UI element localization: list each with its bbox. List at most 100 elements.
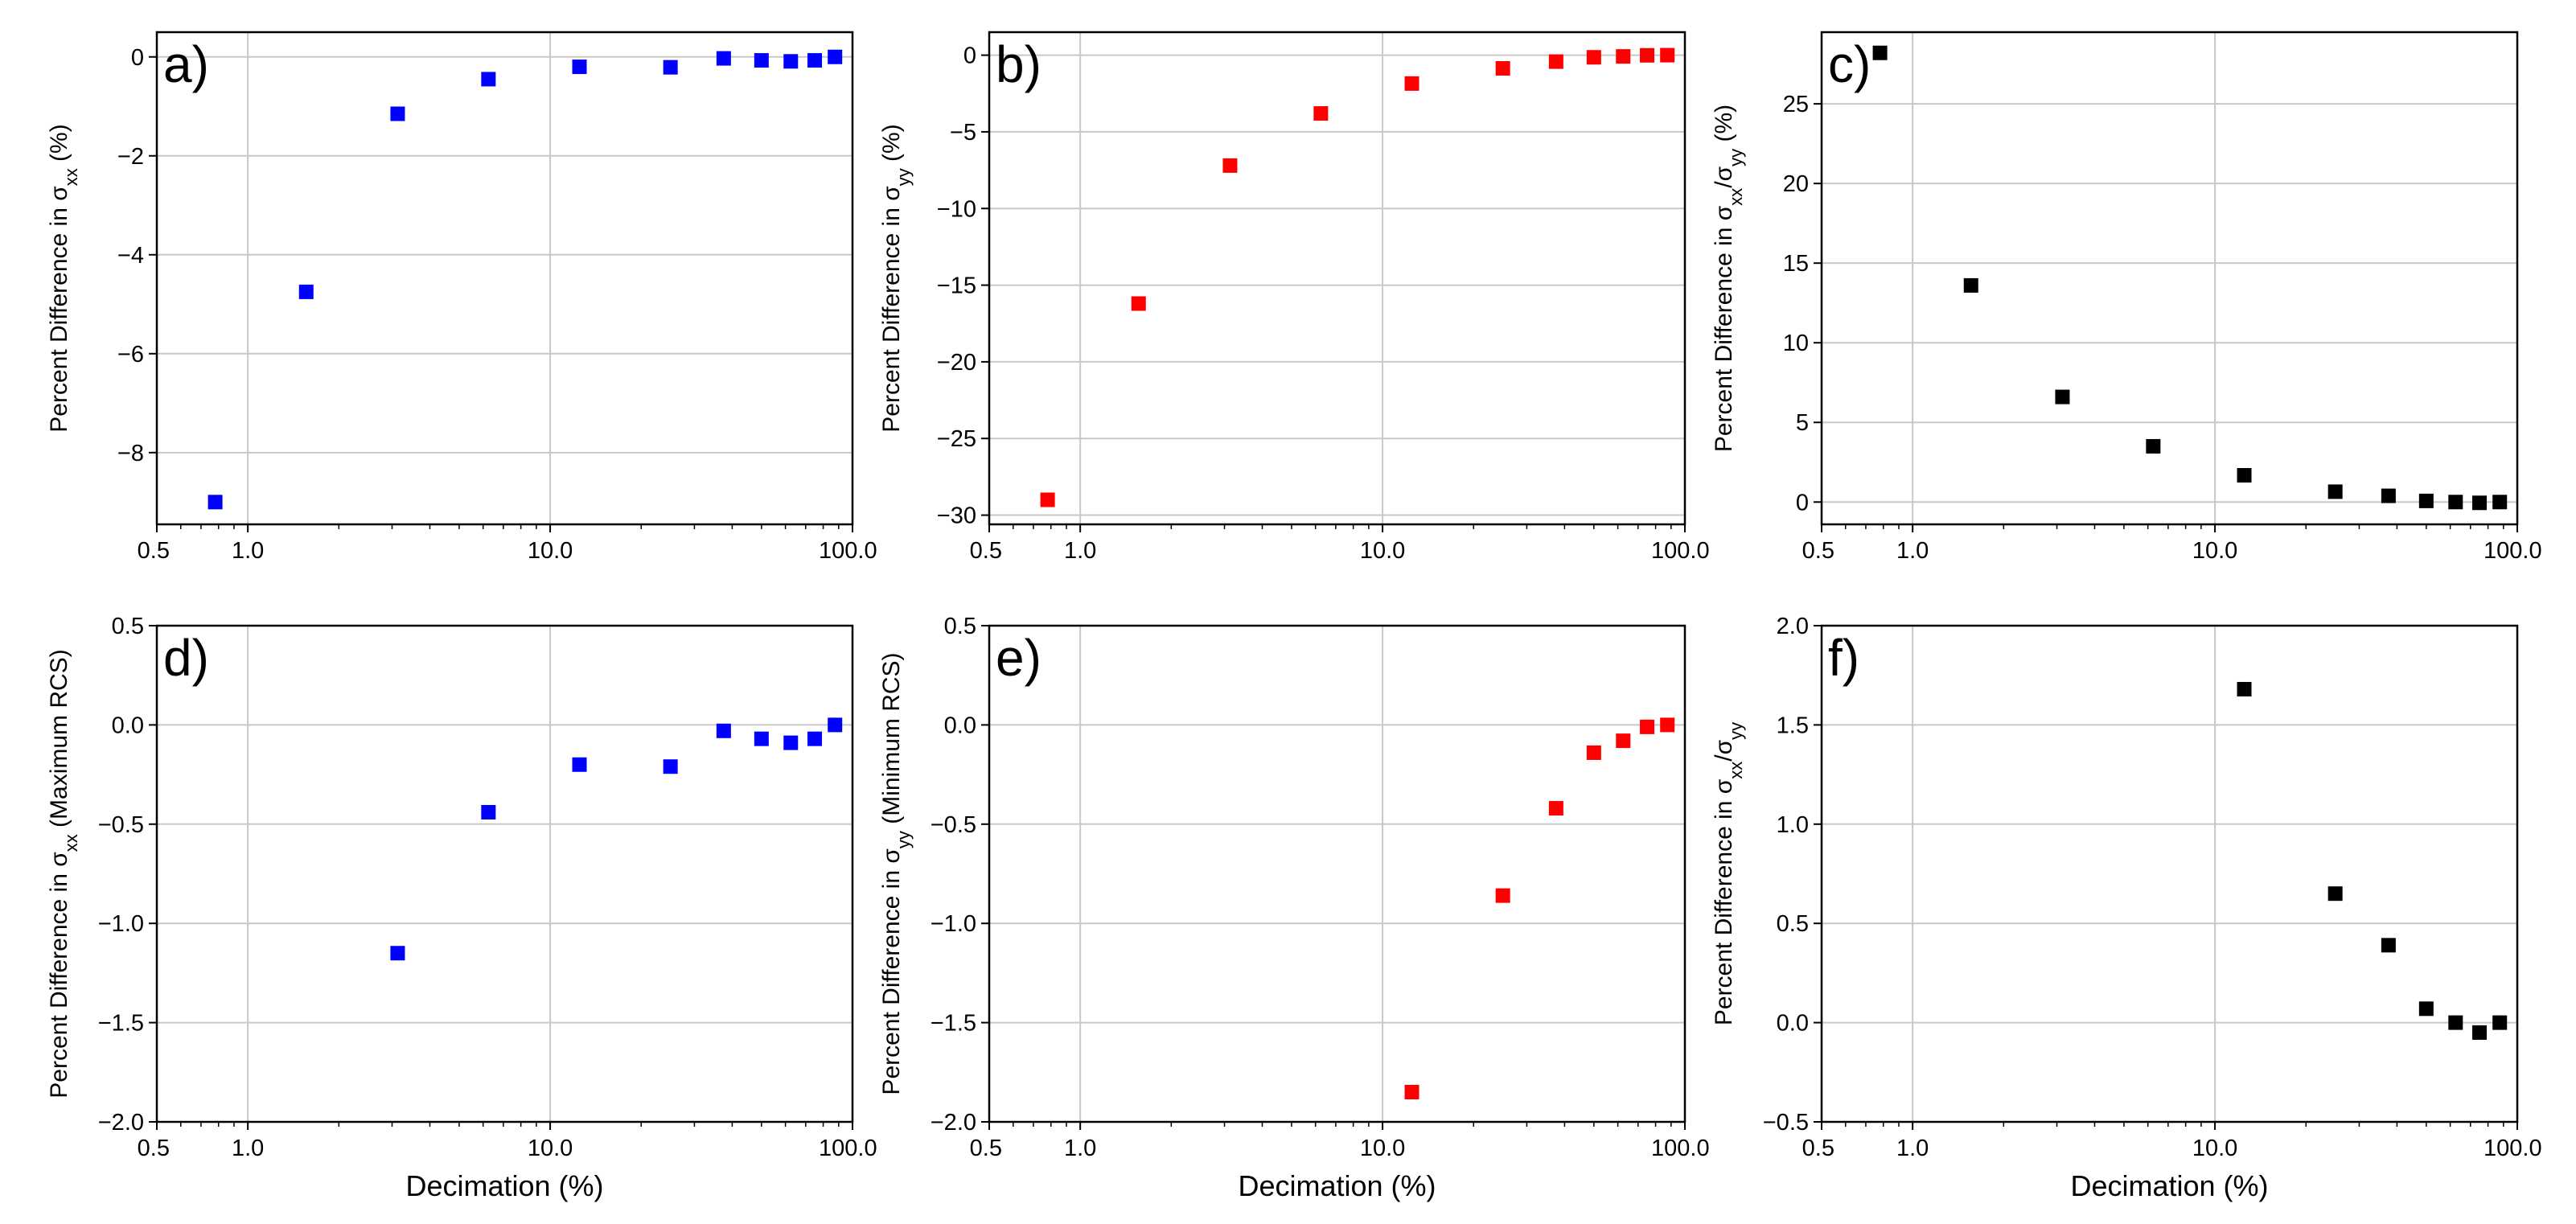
data-point [572,60,587,75]
data-point [2418,1001,2434,1017]
data-point [2237,681,2252,696]
x-tick-label: 100.0 [1651,538,1710,564]
panel-2: −30 −25 −20 −15 −10 −5 0 0.5 1.0 10.0 100.0 b) Perce… [878,31,1710,564]
data-point [1660,47,1675,63]
y-tick-label: 0.5 [1777,911,1809,937]
data-point [2055,389,2070,405]
y-tick-label: −1.0 [98,911,144,937]
x-tick-label: 100.0 [2484,1136,2542,1161]
x-tick-label: 1.0 [1064,538,1096,564]
data-point [2327,886,2343,902]
data-point [2327,484,2343,499]
panel-label: a) [163,35,209,93]
panel-3: 0 5 10 15 20 25 0.5 1.0 10.0 100.0 c) Percent Diffe… [1711,31,2542,564]
y-tick-label: −4 [117,243,144,269]
data-point [2237,467,2252,483]
y-tick-label: 5 [1796,410,1809,436]
y-tick-label: 15 [1783,251,1809,277]
data-point [2381,938,2396,953]
y-tick-label: 0 [1796,490,1809,515]
y-tick-label: −6 [117,342,144,368]
x-tick-label: 10.0 [528,1136,573,1161]
data-point [1313,106,1329,121]
y-tick-label: 0.0 [1777,1011,1809,1037]
data-point [1616,733,1631,749]
y-tick-label: 10 [1783,331,1809,356]
data-point [807,731,823,746]
y-tick-label: 0 [963,43,976,69]
x-tick-label: 10.0 [1360,538,1405,564]
y-tick-label: 20 [1783,171,1809,197]
y-tick-label: −8 [117,441,144,466]
y-tick-label: −1.5 [931,1011,976,1037]
y-axis-label: Percent Difference in σxx/σyy (%) [1711,105,1746,452]
x-tick-label: 1.0 [1896,1136,1929,1161]
data-point [2381,488,2396,503]
x-tick-label: 10.0 [528,538,573,564]
y-tick-label: −2.0 [931,1110,976,1136]
x-axis-label: Decimation (%) [2070,1169,2268,1202]
panel-4: −2.0 −1.5 −1.0 −0.5 0.0 0.5 0.5 1.0 10.0 100.0 d) P… [46,614,877,1202]
panel-label: b) [996,35,1041,93]
data-point [1586,745,1601,760]
data-point [1495,60,1510,76]
x-tick-label: 10.0 [2192,1136,2237,1161]
data-point [572,757,587,772]
data-point [716,51,731,66]
data-point [2492,495,2508,510]
data-point [783,735,799,750]
x-tick-label: 0.5 [1802,1136,1834,1161]
y-axis-label: Percent Difference in σyy (Minimum RCS) [878,652,914,1095]
plot-frame [155,624,854,1123]
y-tick-label: −25 [937,426,976,452]
data-point [481,72,496,87]
data-point [2146,438,2161,454]
data-point [716,723,731,738]
data-point [390,106,405,121]
data-point [663,60,678,75]
plot-frame [1820,31,2519,526]
x-tick-label: 1.0 [1896,538,1929,564]
data-point [1222,158,1238,173]
x-tick-label: 100.0 [1651,1136,1710,1161]
y-tick-label: −0.5 [1763,1110,1809,1136]
y-axis-label: Percent Difference in σxx (Maximum RCS) [46,649,81,1098]
panel-6: −0.5 0.0 0.5 1.0 1.5 2.0 0.5 1.0 10.0 100.0 f) Perc… [1711,614,2542,1202]
y-tick-label: 0.0 [112,713,144,738]
data-point [2472,495,2488,511]
data-point [1548,54,1563,69]
data-point [663,759,678,774]
data-point [298,284,314,299]
data-point [2448,1015,2463,1030]
x-tick-label: 100.0 [819,538,877,564]
data-point [2492,1015,2508,1030]
x-tick-label: 100.0 [819,1136,877,1161]
data-point [1404,1084,1419,1099]
y-tick-label: −2 [117,144,144,170]
panel-label: f) [1828,629,1859,687]
y-axis-label: Percent Difference in σyy (%) [878,124,914,432]
data-point [783,54,799,69]
y-tick-label: −5 [950,120,976,146]
y-tick-label: −0.5 [98,812,144,838]
data-point [1963,277,1978,293]
x-tick-label: 10.0 [1360,1136,1405,1161]
data-point [1640,719,1655,734]
data-point [1495,888,1510,903]
x-tick-label: 0.5 [138,538,170,564]
data-point [2448,495,2463,510]
y-tick-label: −1.0 [931,911,976,937]
plot-frame [988,31,1687,526]
data-point [1548,801,1563,816]
y-tick-label: −30 [937,503,976,529]
data-point [1586,50,1601,65]
panel-1: −8 −6 −4 −2 0 0.5 1.0 10.0 100.0 a) Percent Differ… [46,31,877,564]
y-tick-label: 1.0 [1777,812,1809,838]
x-tick-label: 1.0 [1064,1136,1096,1161]
panel-label: e) [996,629,1041,687]
data-point [1040,492,1055,507]
y-tick-label: 0.0 [944,713,976,738]
data-point [754,53,769,68]
data-point [807,53,823,68]
